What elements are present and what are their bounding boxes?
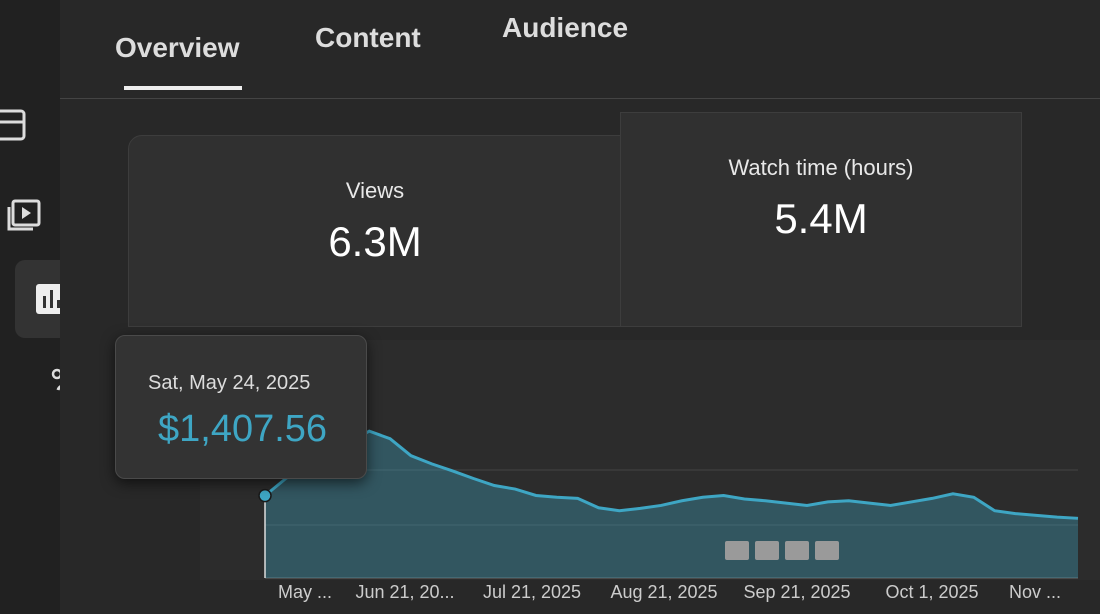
tab-underline: [124, 86, 242, 90]
nav-analytics[interactable]: [32, 280, 72, 320]
x-axis-label: May ...: [278, 582, 332, 602]
card-value: 6.3M: [328, 218, 422, 265]
tooltip-value: $1,407.56: [158, 408, 328, 450]
metric-card[interactable]: Views 6.3M: [128, 135, 622, 327]
area-line: [264, 429, 1079, 520]
pager-box: [785, 541, 809, 560]
hover-point: [258, 488, 272, 503]
x-axis-label: Oct 1, 2025: [885, 582, 978, 602]
card-label: Views: [345, 178, 405, 203]
pager-box: [755, 541, 779, 560]
pager-box: [725, 541, 749, 560]
pager-box: [815, 541, 839, 560]
x-axis-label: Jul 21, 2025: [483, 582, 581, 602]
card-label: Watch time (hours): [728, 155, 914, 180]
tooltip-date: Sat, May 24, 2025: [148, 372, 311, 394]
nav-dashboard[interactable]: [0, 105, 32, 145]
tab[interactable]: Content: [315, 22, 421, 53]
metric-card[interactable]: Watch time (hours) 5.4M: [620, 112, 1022, 327]
tab-divider: [60, 98, 1100, 99]
nav-content[interactable]: [5, 195, 45, 235]
x-axis-label: Jun 21, 20...: [355, 582, 454, 602]
tooltip: Sat, May 24, 2025 $1,407.56: [115, 335, 367, 479]
x-axis-label: Aug 21, 2025: [610, 582, 717, 602]
tab[interactable]: Overview: [115, 32, 240, 63]
x-axis-label: Nov ...: [1009, 582, 1061, 602]
x-axis-label: Sep 21, 2025: [743, 582, 850, 602]
card-value: 5.4M: [774, 195, 868, 242]
tab[interactable]: Audience: [502, 12, 629, 43]
